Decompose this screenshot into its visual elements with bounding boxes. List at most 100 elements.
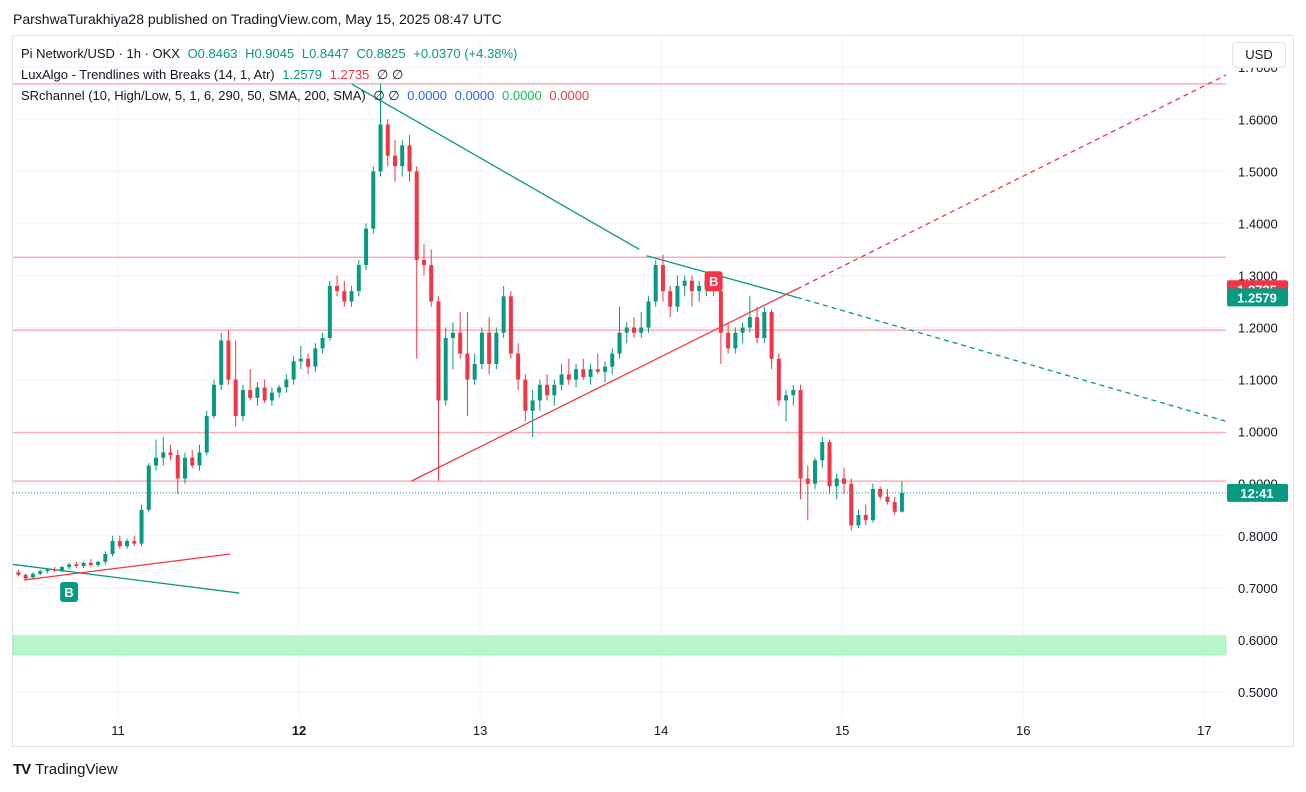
candle-body xyxy=(436,301,441,401)
candle-body xyxy=(776,358,781,401)
break-marker xyxy=(60,582,79,603)
axis-price-tag-label: 12:41 xyxy=(1240,486,1273,501)
candle-body xyxy=(885,496,890,502)
candle-body xyxy=(291,361,296,380)
y-tick-label: 1.4000 xyxy=(1238,216,1278,231)
trendline xyxy=(796,296,1227,422)
y-tick-label: 0.5000 xyxy=(1238,685,1278,700)
candle-body xyxy=(631,327,636,333)
tradingview-brand[interactable]: TV TradingView xyxy=(13,761,118,778)
candle-body xyxy=(813,460,818,484)
candle-body xyxy=(791,390,796,396)
y-tick-label: 1.2000 xyxy=(1238,321,1278,336)
candle-body xyxy=(306,358,311,367)
candle-body xyxy=(117,540,122,547)
x-tick-label: 12 xyxy=(292,723,306,738)
candle-body xyxy=(16,572,21,575)
candle-body xyxy=(327,285,332,338)
candle-body xyxy=(23,574,28,579)
symbol-legend: Pi Network/USD · 1h · OKX O0.8463 H0.904… xyxy=(21,46,521,61)
candle-body xyxy=(508,296,513,354)
luxalgo-value-1: 1.2579 xyxy=(282,67,323,82)
candle-body xyxy=(204,416,209,453)
candle-body xyxy=(154,457,159,466)
low-value: L0.8447 xyxy=(301,46,349,61)
candle-body xyxy=(38,571,43,574)
y-tick-label: 0.6000 xyxy=(1238,633,1278,648)
candle-body xyxy=(45,569,50,572)
candle-body xyxy=(168,452,173,456)
candle-body xyxy=(52,569,57,571)
candle-body xyxy=(233,379,238,417)
candle-body xyxy=(364,228,369,266)
axis-price-tag xyxy=(1227,483,1288,502)
x-tick-label: 17 xyxy=(1197,723,1211,738)
candle-body xyxy=(262,387,267,401)
candle-body xyxy=(740,327,745,333)
srchannel-value-1: 0.0000 xyxy=(407,88,447,103)
change-value: +0.0370 (+4.38%) xyxy=(413,46,518,61)
currency-button[interactable]: USD xyxy=(1232,42,1286,68)
srchannel-name[interactable]: SRchannel (10, High/Low, 5, 1, 6, 290, 5… xyxy=(21,88,366,103)
candle-body xyxy=(849,483,854,526)
candle-body xyxy=(211,384,216,417)
candle-body xyxy=(689,280,694,292)
candle-body xyxy=(349,291,354,302)
candle-body xyxy=(81,562,86,566)
symbol-name[interactable]: Pi Network/USD · 1h · OKX xyxy=(21,46,180,61)
candle-body xyxy=(603,366,608,372)
break-marker xyxy=(704,271,723,292)
luxalgo-name[interactable]: LuxAlgo - Trendlines with Breaks (14, 1,… xyxy=(21,67,275,82)
candle-body xyxy=(110,540,115,555)
candle-body xyxy=(67,564,72,568)
candle-body xyxy=(103,554,108,562)
tradingview-label: TradingView xyxy=(35,761,118,778)
candle-body xyxy=(856,514,861,526)
srchannel-na: ∅ ∅ xyxy=(373,88,400,103)
candle-body xyxy=(718,291,723,333)
srchannel-value-2: 0.0000 xyxy=(454,88,495,103)
candle-body xyxy=(284,379,289,388)
srchannel-value-4: 0.0000 xyxy=(549,88,590,103)
candle-body xyxy=(747,317,752,328)
candle-body xyxy=(74,564,79,566)
candle-body xyxy=(769,311,774,359)
candle-body xyxy=(400,145,405,167)
candle-body xyxy=(393,155,398,167)
srchannel-legend: SRchannel (10, High/Low, 5, 1, 6, 290, 5… xyxy=(21,88,593,104)
trendline xyxy=(351,83,640,251)
candle-body xyxy=(646,301,651,328)
y-tick-label: 1.5000 xyxy=(1238,164,1278,179)
candle-body xyxy=(429,265,434,302)
candle-body xyxy=(653,265,658,302)
candle-body xyxy=(566,374,571,380)
trendline xyxy=(796,74,1227,290)
candle-body xyxy=(624,327,629,333)
candle-body xyxy=(675,285,680,307)
candle-body xyxy=(820,442,825,461)
candle-body xyxy=(320,337,325,349)
chart-frame xyxy=(12,35,1294,747)
candle-body xyxy=(501,296,506,333)
axis-price-tag-label: 1.2579 xyxy=(1237,290,1277,305)
candle-body xyxy=(552,384,557,396)
candle-body xyxy=(668,291,673,307)
candle-body xyxy=(697,285,702,292)
candle-body xyxy=(660,265,665,292)
candle-body xyxy=(182,457,187,479)
candle-body xyxy=(139,509,144,544)
candle-body xyxy=(269,392,274,401)
candle-body xyxy=(559,374,564,385)
candle-body xyxy=(617,332,622,354)
candle-body xyxy=(834,478,839,487)
trendline xyxy=(23,553,231,581)
x-tick-label: 16 xyxy=(1016,723,1030,738)
candle-body xyxy=(414,171,419,260)
candle-body xyxy=(407,145,412,172)
y-tick-label: 1.6000 xyxy=(1238,112,1278,127)
trendline xyxy=(12,563,240,594)
close-value: C0.8825 xyxy=(356,46,406,61)
candle-body xyxy=(863,514,868,521)
candle-body xyxy=(240,390,245,417)
